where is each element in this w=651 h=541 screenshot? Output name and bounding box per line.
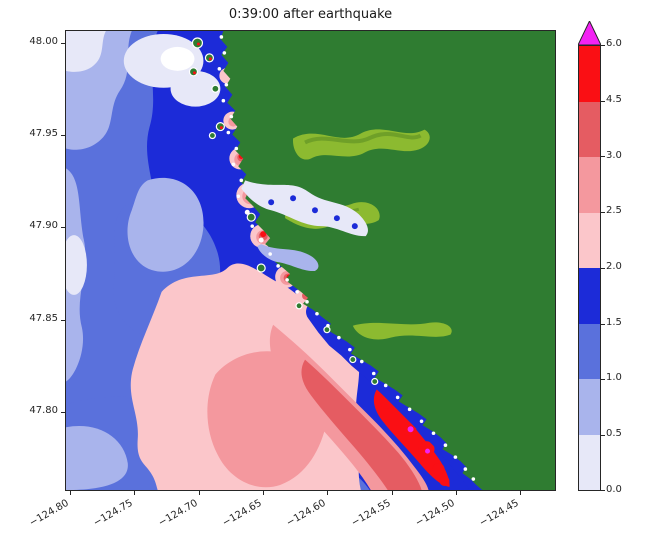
x-tick-mark bbox=[263, 491, 264, 495]
y-tick-mark bbox=[61, 227, 65, 228]
colorbar bbox=[578, 45, 601, 491]
x-tick-mark bbox=[520, 491, 521, 495]
colorbar-tick-mark bbox=[601, 101, 605, 102]
colorbar-tick-label: 4.5 bbox=[606, 94, 622, 105]
map-plot bbox=[65, 30, 556, 491]
chart-title: 0:39:00 after earthquake bbox=[228, 7, 393, 22]
y-tick-label: 48.00 bbox=[29, 36, 58, 47]
y-tick-label: 47.90 bbox=[29, 220, 58, 231]
y-tick-mark bbox=[61, 320, 65, 321]
inlets bbox=[241, 180, 368, 272]
y-tick-label: 47.85 bbox=[29, 313, 58, 324]
x-tick-mark bbox=[199, 491, 200, 495]
colorbar-segment bbox=[579, 379, 600, 435]
colorbar-tick-label: 3.0 bbox=[606, 150, 622, 161]
x-tick-label: −124.70 bbox=[156, 497, 200, 529]
colorbar-tick-label: 2.5 bbox=[606, 205, 622, 216]
x-tick-mark bbox=[70, 491, 71, 495]
x-tick-label: −124.55 bbox=[349, 497, 393, 529]
colorbar-tick-mark bbox=[601, 212, 605, 213]
x-tick-label: −124.65 bbox=[220, 497, 264, 529]
map-svg bbox=[66, 31, 555, 490]
x-tick-mark bbox=[327, 491, 328, 495]
x-tick-label: −124.80 bbox=[27, 497, 71, 529]
y-tick-mark bbox=[61, 135, 65, 136]
x-tick-label: −124.75 bbox=[91, 497, 135, 529]
colorbar-tick-mark bbox=[601, 324, 605, 325]
colorbar-segment bbox=[579, 268, 600, 324]
x-tick-mark bbox=[456, 491, 457, 495]
colorbar-tick-mark bbox=[601, 435, 605, 436]
colorbar-tick-label: 1.5 bbox=[606, 317, 622, 328]
x-tick-mark bbox=[134, 491, 135, 495]
x-tick-label: −124.45 bbox=[477, 497, 521, 529]
colorbar-tick-label: 0.5 bbox=[606, 428, 622, 439]
y-tick-mark bbox=[61, 412, 65, 413]
high-amplitude-field bbox=[130, 67, 450, 490]
colorbar-tick-mark bbox=[601, 268, 605, 269]
colorbar-tick-label: 1.0 bbox=[606, 372, 622, 383]
islands bbox=[188, 37, 379, 386]
x-tick-mark bbox=[392, 491, 393, 495]
y-tick-mark bbox=[61, 43, 65, 44]
island-specks bbox=[192, 42, 223, 130]
x-tick-label: −124.50 bbox=[413, 497, 457, 529]
colorbar-segment bbox=[579, 434, 600, 490]
colorbar-tick-label: 2.0 bbox=[606, 261, 622, 272]
colorbar-over-triangle bbox=[578, 21, 601, 45]
colorbar-tick-mark bbox=[601, 45, 605, 46]
colorbar-segment bbox=[579, 101, 600, 157]
y-tick-label: 47.80 bbox=[29, 405, 58, 416]
colorbar-tick-mark bbox=[601, 379, 605, 380]
x-tick-label: −124.60 bbox=[284, 497, 328, 529]
colorbar-tick-mark bbox=[601, 156, 605, 157]
colorbar-segment bbox=[579, 323, 600, 379]
colorbar-segment bbox=[579, 212, 600, 268]
colorbar-tick-label: 0.0 bbox=[606, 484, 622, 495]
y-tick-label: 47.95 bbox=[29, 128, 58, 139]
colorbar-segment bbox=[579, 46, 600, 102]
colorbar-tick-label: 6.0 bbox=[606, 38, 622, 49]
surf-speckles bbox=[217, 35, 476, 481]
colorbar-segment bbox=[579, 157, 600, 213]
colorbar-tick-mark bbox=[601, 490, 605, 491]
